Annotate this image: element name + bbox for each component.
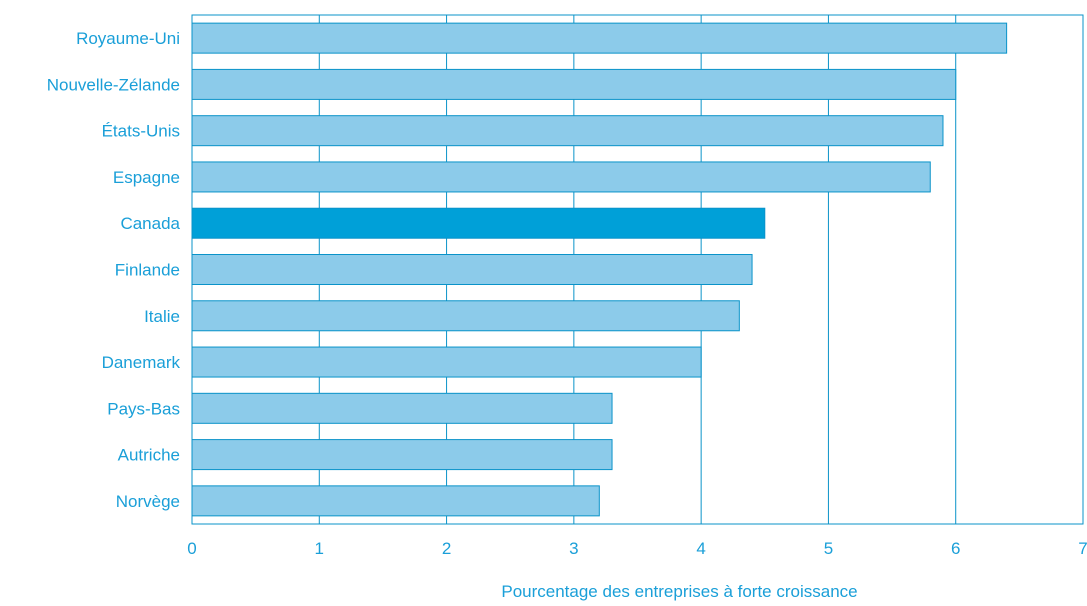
- bar: [191, 22, 1008, 54]
- plot-frame: [191, 14, 1084, 525]
- bar: [191, 254, 753, 285]
- bar: [191, 300, 740, 332]
- bar: [191, 207, 766, 239]
- category-label: Finlande: [115, 261, 180, 280]
- bar: [191, 439, 613, 471]
- bar: [191, 161, 931, 193]
- x-axis-title: Pourcentage des entreprises à forte croi…: [501, 582, 857, 601]
- bar: [191, 392, 613, 424]
- x-tick-label: 1: [315, 539, 324, 558]
- category-label: Autriche: [118, 446, 180, 465]
- category-label: Danemark: [102, 353, 181, 372]
- bars: [191, 22, 1008, 517]
- bar: [191, 346, 702, 378]
- bar: [191, 485, 600, 517]
- x-tick-label: 3: [569, 539, 578, 558]
- category-label: Pays-Bas: [107, 399, 180, 418]
- x-tick-labels: 0 1 2 3 4 5 6 7: [187, 539, 1087, 558]
- bar: [191, 68, 957, 100]
- category-label: Italie: [144, 307, 180, 326]
- category-label: Canada: [120, 214, 180, 233]
- x-tick-label: 6: [951, 539, 960, 558]
- x-tick-label: 2: [442, 539, 451, 558]
- x-tick-label: 5: [824, 539, 833, 558]
- category-label: Nouvelle-Zélande: [47, 75, 180, 94]
- x-tick-label: 4: [696, 539, 705, 558]
- x-tick-label: 7: [1078, 539, 1087, 558]
- category-label: Norvège: [116, 492, 180, 511]
- category-label: Royaume-Uni: [76, 29, 180, 48]
- category-labels: Royaume-Uni Nouvelle-Zélande États-Unis Esp…: [47, 29, 181, 511]
- category-label: Espagne: [113, 168, 180, 187]
- category-label: États-Unis: [102, 122, 180, 141]
- x-tick-label: 0: [187, 539, 196, 558]
- bar: [191, 115, 944, 147]
